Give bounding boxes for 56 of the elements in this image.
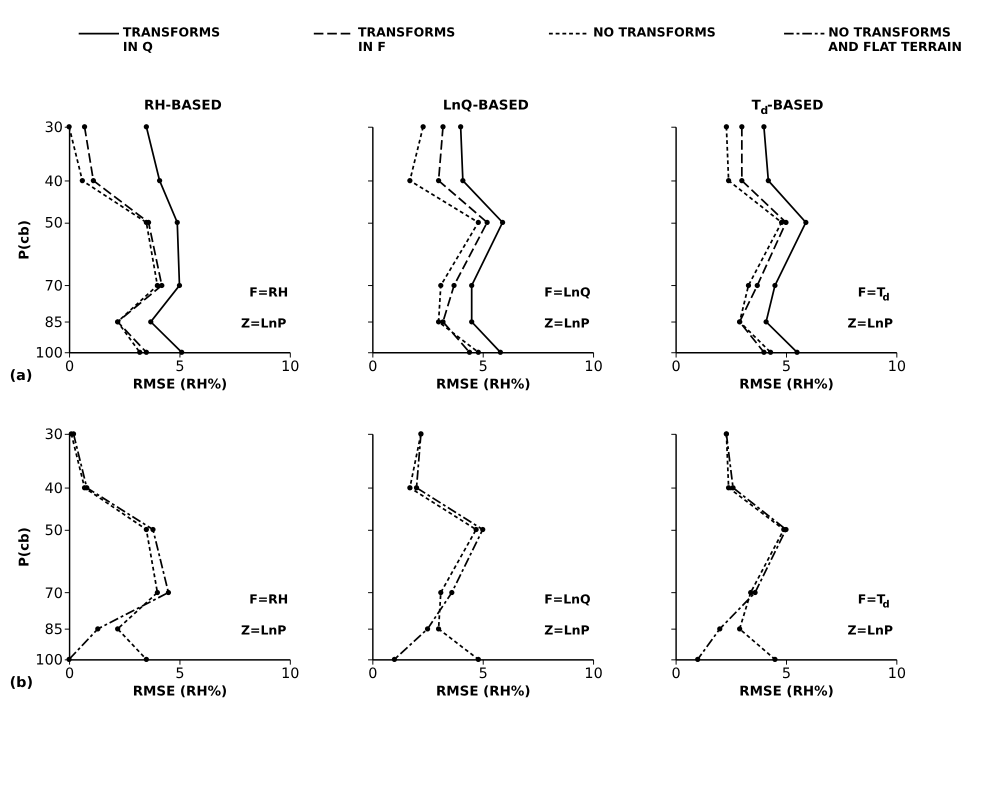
x-tick-label: 5 [175,358,185,375]
x-tick-label: 5 [782,666,792,682]
annotation: Z=LnP [544,622,590,638]
chart-title: LnQ-BASED [442,98,529,114]
y-tick-label: 40 [44,174,63,190]
y-tick-label: 30 [44,120,63,136]
y-tick-label: 50 [44,216,63,232]
y-tick-label: 100 [35,652,63,669]
annotation: Z=LnP [544,315,590,330]
x-axis-title: RMSE (RH%) [132,684,228,700]
y-axis-title: P(cb) [18,220,33,260]
x-tick-label: 0 [368,358,378,375]
y-tick-label: 85 [44,622,63,638]
x-tick-label: 5 [782,358,792,375]
y-tick-label: 40 [44,481,63,498]
y-tick-label: 70 [44,586,63,602]
x-tick-label: 10 [888,666,906,682]
annotation: Z=LnP [848,622,893,638]
x-axis-title: RMSE (RH%) [436,684,530,700]
text: (b) [10,675,34,692]
y-tick-label: 70 [44,278,63,295]
x-tick-label: 0 [672,358,681,375]
x-tick-label: 5 [478,666,488,682]
x-axis-title: RMSE (RH%) [739,684,834,700]
annotation: F=RH [249,592,288,607]
legend-label: TRANSFORMS IN F [358,24,456,54]
x-tick-label: 0 [368,666,378,682]
x-tick-label: 10 [584,358,603,375]
chart-title: RH-BASED [144,98,222,114]
x-tick-label: 10 [888,358,906,375]
legend-label: TRANSFORMS IN Q [122,24,220,54]
y-tick-label: 30 [44,427,63,444]
y-tick-label: 100 [35,346,63,362]
x-tick-label: 10 [281,358,300,375]
annotation: Z=LnP [240,315,286,330]
text: (a) [10,368,32,384]
x-tick-label: 0 [672,666,681,682]
x-tick-label: 10 [584,666,603,682]
legend-label: NO TRANSFORMS [593,24,716,40]
x-axis-title: RMSE (RH%) [132,377,228,392]
annotation: Z=LnP [848,315,893,330]
y-tick-label: 85 [44,315,63,332]
x-axis-title: RMSE (RH%) [436,377,530,392]
y-tick-label: 50 [44,522,63,539]
x-tick-label: 5 [478,358,488,375]
x-tick-label: 0 [65,666,74,682]
annotation: F=LnQ [544,592,591,607]
annotation: F=LnQ [544,284,591,300]
x-axis-title: RMSE (RH%) [739,377,834,392]
annotation: F=RH [249,284,288,300]
x-tick-label: 10 [281,666,300,682]
annotation: Z=LnP [240,622,286,638]
y-axis-title: P(cb) [18,527,33,567]
legend-label: NO TRANSFORMS AND FLAT TERRAIN [828,24,962,54]
x-tick-label: 0 [65,358,74,375]
x-tick-label: 5 [175,666,185,682]
